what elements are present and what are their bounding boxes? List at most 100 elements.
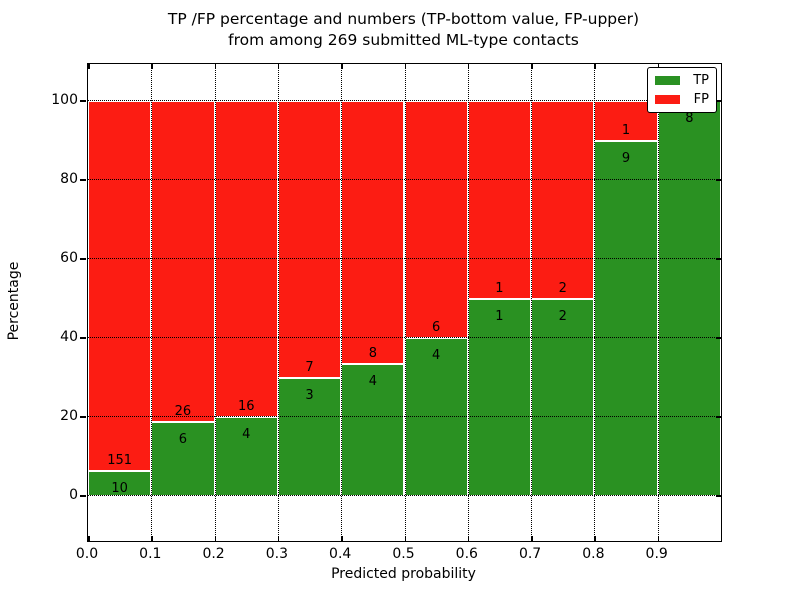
bar-count-fp: 151 xyxy=(107,453,133,469)
chart-title-line1: TP /FP percentage and numbers (TP-bottom… xyxy=(167,10,640,28)
bar-fp-segment xyxy=(404,101,468,338)
legend-item-fp: FP xyxy=(655,91,709,107)
bar-count-tp: 4 xyxy=(432,348,441,363)
bar-fp-segment xyxy=(341,101,405,365)
vertical-gridline xyxy=(467,64,469,541)
bar-count-tp: 2 xyxy=(558,308,567,324)
vertical-gridline xyxy=(341,64,343,541)
bar-tp-segment xyxy=(657,101,721,496)
y-tick-mark xyxy=(80,337,86,339)
chart-title-line2: from among 269 submitted ML-type contact… xyxy=(228,31,579,49)
y-tick-mark xyxy=(716,100,721,102)
bar-tp-segment xyxy=(404,338,468,496)
y-axis-label: Percentage xyxy=(6,261,22,341)
y-tick-mark xyxy=(80,179,86,181)
x-tick-mark xyxy=(88,536,90,541)
y-tick-label: 0 xyxy=(69,487,78,503)
x-tick-mark xyxy=(277,536,280,541)
chart-title: TP /FP percentage and numbers (TP-bottom… xyxy=(87,9,720,51)
vertical-gridline xyxy=(214,64,216,541)
bar-fp-segment xyxy=(214,101,278,417)
bar-count-fp: 6 xyxy=(432,320,441,335)
bar-fp-segment xyxy=(88,101,152,472)
bar-fp-segment xyxy=(277,101,342,378)
bar-count-fp: 1 xyxy=(495,280,504,296)
bar-count-tp: 1 xyxy=(495,308,504,324)
x-tick-label: 0.0 xyxy=(75,546,99,562)
y-tick-label: 80 xyxy=(60,171,78,187)
legend: TP FP xyxy=(647,67,717,113)
x-tick-label: 0.1 xyxy=(139,546,162,562)
bar-count-tp: 4 xyxy=(368,374,377,390)
x-tick-mark xyxy=(531,64,533,69)
y-tick-label: 60 xyxy=(60,250,78,266)
bar-count-tp: 8 xyxy=(685,111,694,126)
x-tick-mark xyxy=(341,536,343,541)
bar-count-tp: 6 xyxy=(178,431,188,447)
x-tick-mark xyxy=(467,64,470,69)
x-tick-mark xyxy=(214,64,217,69)
y-tick-mark xyxy=(80,258,86,260)
bar-count-tp: 3 xyxy=(305,387,314,403)
vertical-gridline xyxy=(657,64,659,541)
bar-count-tp: 4 xyxy=(242,427,251,442)
y-tick-mark xyxy=(716,179,721,181)
x-axis-label: Predicted probability xyxy=(331,566,476,582)
x-tick-label: 0.5 xyxy=(392,546,415,562)
bar-count-fp: 8 xyxy=(368,346,377,362)
bar-tp-segment xyxy=(531,298,595,496)
legend-swatch-tp-icon xyxy=(655,76,680,85)
x-tick-mark xyxy=(467,536,470,541)
bar-tp-segment xyxy=(467,298,532,496)
bar-count-tp: 10 xyxy=(111,481,128,497)
x-tick-mark xyxy=(531,536,533,541)
bar-count-tp: 9 xyxy=(621,150,631,166)
vertical-gridline xyxy=(594,64,596,541)
x-tick-mark xyxy=(594,536,596,541)
vertical-gridline xyxy=(151,64,153,541)
x-tick-mark xyxy=(151,64,153,69)
bar-count-fp: 16 xyxy=(237,399,255,414)
x-tick-mark xyxy=(151,536,153,541)
y-tick-label: 100 xyxy=(51,92,78,108)
x-tick-mark xyxy=(277,64,280,69)
x-tick-mark xyxy=(214,536,217,541)
vertical-gridline xyxy=(531,64,533,541)
x-tick-mark xyxy=(594,64,596,69)
bar-tp-segment xyxy=(594,140,658,496)
vertical-gridline xyxy=(404,64,406,541)
x-tick-label: 0.6 xyxy=(455,546,478,562)
y-tick-label: 40 xyxy=(60,329,78,345)
x-tick-label: 0.8 xyxy=(582,546,605,562)
bar-count-fp: 7 xyxy=(305,359,314,375)
y-tick-mark xyxy=(716,495,721,497)
legend-item-tp: TP xyxy=(655,72,709,88)
y-tick-mark xyxy=(716,258,721,260)
y-tick-mark xyxy=(80,100,86,102)
bar-fp-segment xyxy=(594,101,658,141)
x-tick-mark xyxy=(404,64,406,69)
x-tick-mark xyxy=(657,536,660,541)
x-tick-label: 0.4 xyxy=(329,546,352,562)
y-tick-label: 20 xyxy=(60,408,78,424)
x-tick-label: 0.2 xyxy=(202,546,225,562)
x-tick-label: 0.7 xyxy=(518,546,542,562)
y-tick-mark xyxy=(80,495,86,497)
x-tick-mark xyxy=(341,64,343,69)
bar-fp-segment xyxy=(531,101,595,299)
bar-fp-segment xyxy=(467,101,532,299)
legend-label-fp: FP xyxy=(693,91,709,107)
bar-count-fp: 1 xyxy=(621,122,631,138)
legend-label-tp: TP xyxy=(693,72,709,88)
bar-count-fp: 2 xyxy=(558,280,567,296)
vertical-gridline xyxy=(277,64,279,541)
x-tick-mark xyxy=(88,64,90,69)
bar-count-fp: 26 xyxy=(174,403,192,419)
x-tick-label: 0.3 xyxy=(265,546,289,562)
legend-swatch-fp-icon xyxy=(655,95,680,104)
y-tick-mark xyxy=(716,337,721,339)
x-tick-mark xyxy=(657,64,660,69)
x-tick-label: 0.9 xyxy=(645,546,668,562)
plot-area: 1015162641637484611229180 TP FP xyxy=(80,63,722,542)
